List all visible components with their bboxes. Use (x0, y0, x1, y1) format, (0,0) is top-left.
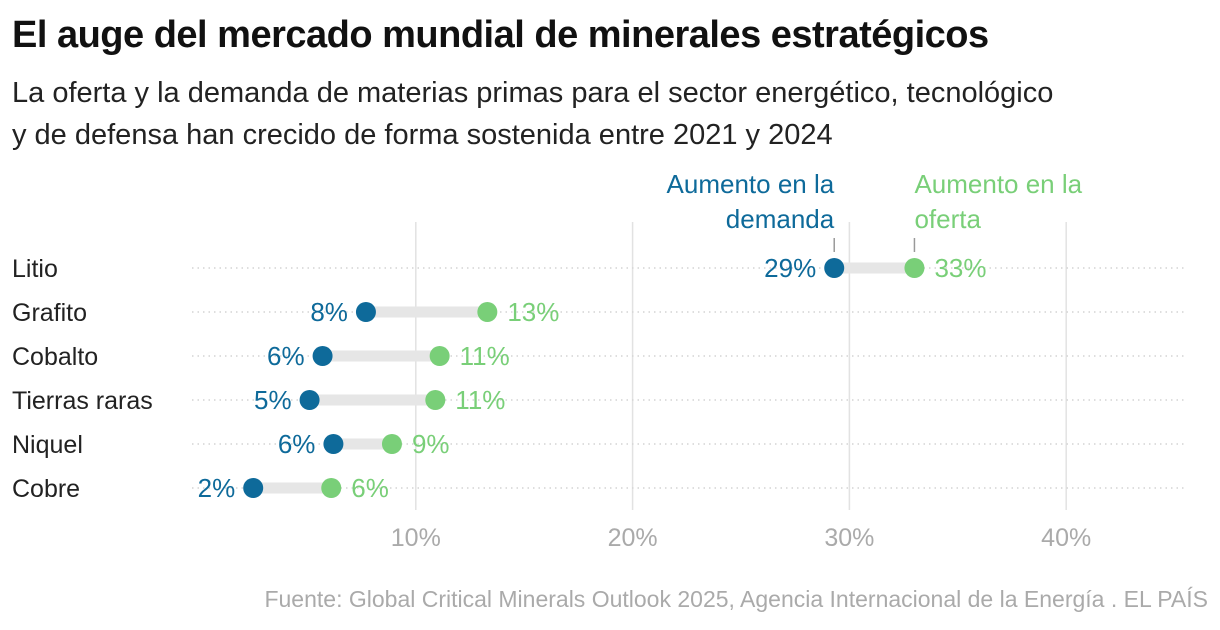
supply-point (429, 346, 450, 366)
demand-point (243, 478, 264, 498)
legend-demand-line-2: demanda (726, 204, 835, 234)
demand-point (355, 302, 376, 322)
source-note: Fuente: Global Critical Minerals Outlook… (264, 586, 1208, 612)
demand-value-label: 29% (764, 253, 816, 283)
demand-value-label: 6% (278, 429, 316, 459)
x-tick-label: 40% (1041, 524, 1091, 552)
demand-point (824, 258, 845, 278)
x-tick-label: 10% (391, 524, 441, 552)
category-label: Litio (12, 255, 58, 283)
supply-point (477, 302, 498, 322)
category-label: Tierras raras (12, 387, 153, 415)
supply-value-label: 33% (934, 253, 986, 283)
category-label: Cobre (12, 475, 80, 503)
supply-point (321, 478, 342, 498)
supply-value-label: 11% (460, 341, 510, 371)
subtitle-line-2: y de defensa han crecido de forma sosten… (12, 119, 833, 151)
demand-point (323, 434, 344, 454)
legend-supply-line-2: oferta (914, 204, 981, 234)
chart-title: El auge del mercado mundial de minerales… (12, 14, 989, 56)
supply-point (381, 434, 402, 454)
supply-value-label: 13% (507, 297, 559, 327)
demand-value-label: 8% (310, 297, 348, 327)
supply-value-label: 11% (455, 385, 505, 415)
x-tick-label: 30% (824, 524, 874, 552)
category-label: Grafito (12, 299, 87, 327)
legend-demand-line-1: Aumento en la (667, 169, 835, 199)
demand-value-label: 2% (198, 473, 236, 503)
demand-value-label: 5% (254, 385, 292, 415)
category-label: Niquel (12, 431, 83, 459)
supply-point (425, 390, 446, 410)
demand-point (312, 346, 333, 366)
legend-supply-line-1: Aumento en la (914, 169, 1082, 199)
demand-value-label: 6% (267, 341, 305, 371)
chart-subtitle: La oferta y la demanda de materias prima… (12, 72, 1212, 156)
supply-point (904, 258, 925, 278)
subtitle-line-1: La oferta y la demanda de materias prima… (12, 77, 1054, 109)
demand-point (299, 390, 320, 410)
category-label: Cobalto (12, 343, 98, 371)
supply-value-label: 9% (412, 429, 450, 459)
supply-value-label: 6% (351, 473, 389, 503)
x-tick-label: 20% (608, 524, 658, 552)
